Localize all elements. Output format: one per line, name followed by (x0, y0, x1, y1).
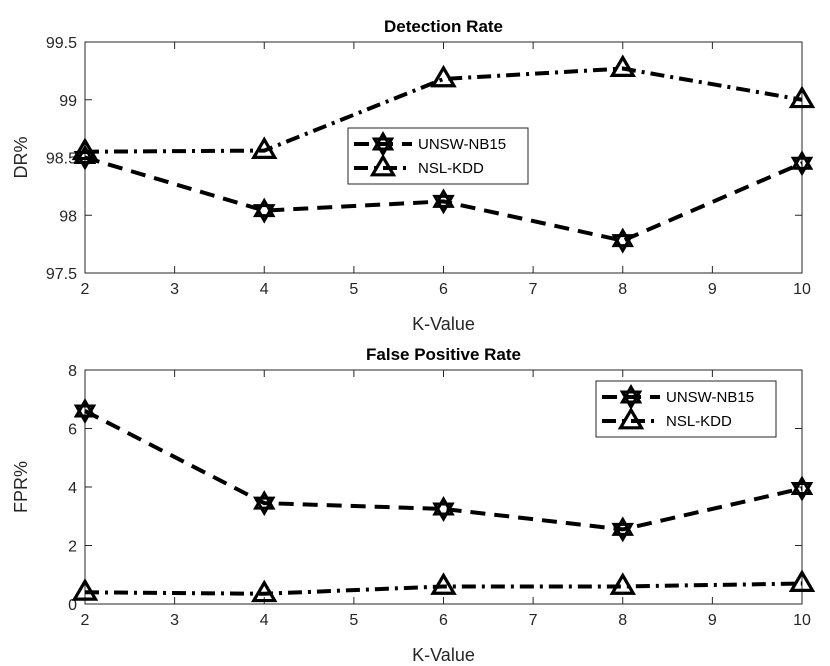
data-point-hexagram-down (611, 234, 635, 254)
data-point-triangle (609, 572, 636, 595)
x-tick-label: 7 (529, 281, 538, 298)
data-point-hexagram (73, 397, 97, 424)
x-tick-label: 4 (260, 281, 269, 298)
data-point-hexagram (432, 495, 455, 522)
series-line (84, 155, 803, 243)
legend-marker-hexagram-down (371, 137, 395, 158)
data-point-hexagram-up (252, 490, 276, 510)
y-tick-label: 0 (68, 597, 77, 614)
data-point-triangle (71, 578, 99, 601)
series-line (84, 581, 803, 596)
data-point-hexagram-up (790, 150, 814, 170)
data-point-triangle (788, 85, 816, 109)
series-nsl-kdd (71, 569, 816, 603)
legend: UNSW-NB15 NSL-KDD (347, 127, 529, 185)
series-unsw-nb15 (73, 144, 814, 254)
data-point-hexagram-down (432, 194, 455, 215)
y-tick-label: 8 (68, 363, 77, 380)
legend-marker-triangle (369, 153, 397, 177)
data-point-triangle (251, 136, 278, 159)
data-point-triangle (430, 64, 457, 88)
legend: UNSW-NB15 NSL-KDD (595, 380, 777, 438)
data-point-hexagram-down (790, 156, 814, 177)
data-point-hexagram-down (252, 204, 276, 224)
y-tick-label: 6 (68, 422, 77, 439)
legend-marker-hexagram (371, 130, 395, 158)
x-tick-label: 5 (349, 281, 358, 298)
data-point-hexagram (252, 490, 276, 517)
data-point-triangle (788, 569, 816, 592)
chart-1: 2 3 4 5 6 7 8 9 10 97.5 98 98.5 99 99.5 Detection Rate… (11, 17, 816, 334)
y-tick-label: 99 (59, 93, 77, 110)
legend-label: UNSW-NB15 (418, 136, 506, 153)
data-point-hexagram-up (73, 397, 97, 418)
data-point-hexagram-up (611, 227, 635, 248)
data-point-hexagram (611, 227, 635, 254)
y-axis-label: FPR% (11, 461, 31, 513)
legend-marker-hexagram-up (619, 383, 643, 404)
y-tick-label: 4 (68, 480, 77, 497)
data-point-hexagram (252, 197, 276, 224)
x-tick-label: 4 (260, 612, 269, 629)
y-axis-label: DR% (11, 136, 31, 178)
data-point-hexagram-down (611, 522, 635, 543)
data-point-hexagram-down (252, 496, 276, 517)
x-axis-label: K-Value (412, 645, 475, 665)
data-point-hexagram-up (73, 144, 97, 164)
x-tick-label: 6 (439, 281, 448, 298)
data-point-triangle (430, 572, 457, 595)
series-line (84, 66, 803, 154)
x-tick-label: 8 (618, 281, 627, 298)
x-tick-label: 3 (170, 612, 179, 629)
y-tick-label: 99.5 (46, 35, 77, 52)
x-tick-label: 2 (81, 281, 90, 298)
x-tick-label: 10 (793, 612, 811, 629)
x-tick-label: 9 (708, 281, 717, 298)
x-tick-label: 7 (529, 612, 538, 629)
data-point-triangle (71, 137, 99, 161)
x-tick-label: 3 (170, 281, 179, 298)
legend-marker-triangle (617, 406, 645, 430)
x-tick-label: 2 (81, 612, 90, 629)
series-nsl-kdd (71, 54, 816, 161)
data-point-hexagram-up (432, 495, 455, 516)
x-tick-label: 8 (618, 612, 627, 629)
data-point-hexagram-up (790, 475, 814, 495)
series-line (84, 409, 803, 532)
data-point-hexagram-down (73, 404, 97, 424)
data-point-hexagram-up (432, 188, 455, 208)
x-tick-label: 5 (349, 612, 358, 629)
x-tick-label: 9 (708, 612, 717, 629)
data-point-hexagram (432, 188, 455, 215)
legend-label: NSL-KDD (666, 413, 732, 430)
y-tick-label: 98.5 (46, 151, 77, 168)
series-unsw-nb15 (73, 397, 814, 543)
legend-marker-hexagram-down (619, 390, 643, 411)
data-point-triangle (609, 54, 636, 77)
x-axis-label: K-Value (412, 314, 475, 334)
data-point-hexagram-up (252, 197, 276, 218)
data-point-triangle (251, 579, 278, 603)
legend-label: NSL-KDD (418, 160, 484, 177)
data-point-hexagram (611, 516, 635, 543)
y-tick-label: 98 (59, 208, 77, 225)
legend-marker-hexagram-up (371, 130, 395, 151)
data-point-hexagram-down (790, 481, 814, 502)
legend-marker-hexagram (619, 383, 643, 411)
legend-label: UNSW-NB15 (666, 389, 754, 406)
data-point-hexagram-down (432, 502, 455, 522)
x-tick-label: 6 (439, 612, 448, 629)
chart-title: False Positive Rate (366, 345, 521, 364)
data-point-hexagram (790, 150, 814, 177)
x-tick-label: 10 (793, 281, 811, 298)
chart-title: Detection Rate (384, 17, 503, 36)
y-tick-label: 2 (68, 539, 77, 556)
y-tick-label: 97.5 (46, 266, 77, 283)
data-point-hexagram-up (611, 516, 635, 536)
data-point-hexagram (790, 475, 814, 502)
